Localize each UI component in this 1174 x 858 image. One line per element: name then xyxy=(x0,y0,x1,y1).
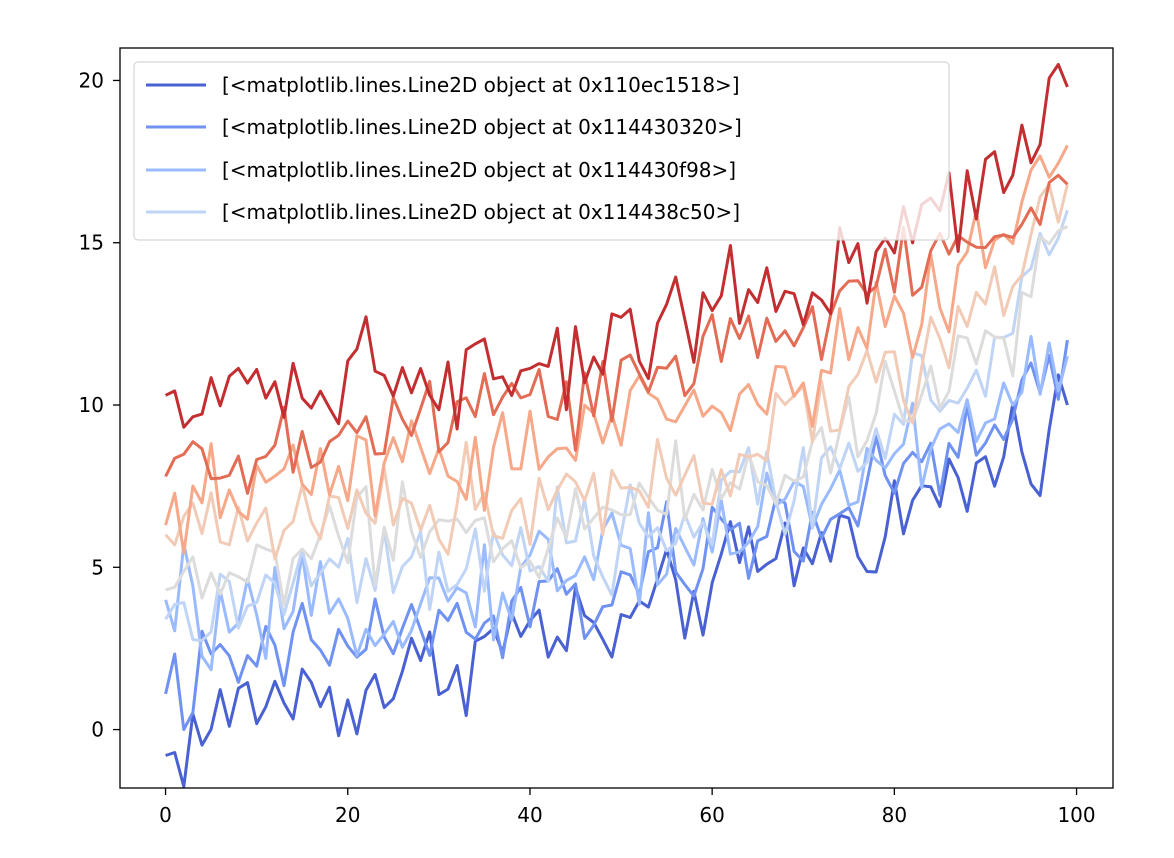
x-tick-label: 40 xyxy=(517,803,542,827)
y-axis: 0 5 10 15 20 xyxy=(79,68,120,742)
x-tick-label: 0 xyxy=(159,803,172,827)
legend-label-2: [<matplotlib.lines.Line2D object at 0x11… xyxy=(222,115,742,139)
series-line-6 xyxy=(164,182,1069,561)
series-line-5 xyxy=(165,225,1069,607)
y-tick-label: 0 xyxy=(91,718,104,742)
legend-label-1: [<matplotlib.lines.Line2D object at 0x11… xyxy=(222,73,740,97)
series-line-3 xyxy=(164,334,1069,672)
y-tick-label: 5 xyxy=(91,555,104,579)
x-tick-label: 80 xyxy=(882,803,907,827)
x-tick-label: 20 xyxy=(335,803,360,827)
legend-box xyxy=(133,61,950,241)
x-axis: 0 20 40 60 80 100 xyxy=(159,788,1096,827)
legend-label-3: [<matplotlib.lines.Line2D object at 0x11… xyxy=(222,158,736,182)
y-tick-label: 10 xyxy=(79,393,104,417)
legend: [<matplotlib.lines.Line2D object at 0x11… xyxy=(133,61,950,241)
series-line-8 xyxy=(164,173,1069,495)
series-layer xyxy=(164,63,1069,788)
plot-area-frame xyxy=(119,47,1114,789)
series-line-7 xyxy=(164,144,1069,555)
x-tick-label: 100 xyxy=(1057,803,1095,827)
series-line-1 xyxy=(165,373,1069,788)
y-tick-label: 20 xyxy=(79,68,104,92)
y-tick-label: 15 xyxy=(79,231,104,255)
x-tick-label: 60 xyxy=(699,803,724,827)
series-line-4 xyxy=(164,209,1069,643)
legend-label-4: [<matplotlib.lines.Line2D object at 0x11… xyxy=(222,200,740,224)
